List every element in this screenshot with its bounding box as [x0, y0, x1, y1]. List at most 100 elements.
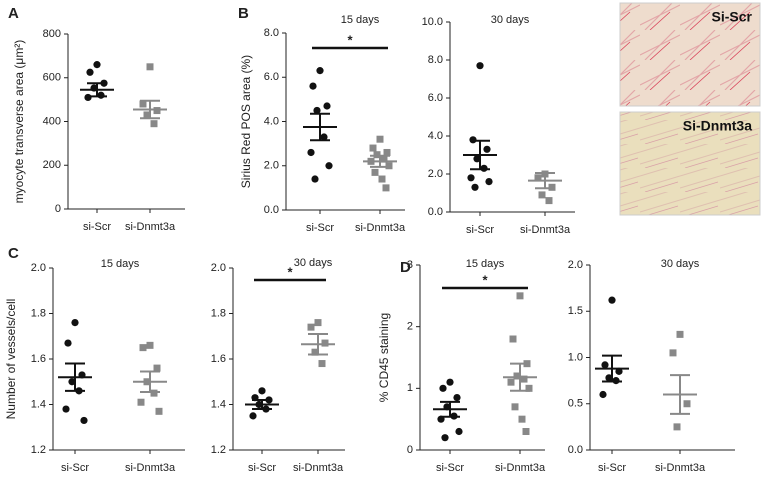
- data-point: [525, 384, 533, 392]
- data-point: [485, 178, 493, 186]
- data-point: [153, 107, 161, 115]
- x-tick-label: si-Dnmt3a: [520, 224, 571, 236]
- y-tick-label: 1.0: [568, 351, 583, 363]
- data-point: [683, 400, 691, 408]
- y-axis-label: myocyte transverse area (μm²): [12, 40, 26, 204]
- x-tick-label: si-Scr: [598, 462, 626, 474]
- error-bar: [370, 154, 390, 168]
- x-tick-label: si-Dnmt3a: [655, 462, 706, 474]
- x-tick-label: si-Dnmt3a: [125, 462, 176, 474]
- chart: 1.2 1.4 1.6 1.8 2.0 C 15 days Number of vessels…: [4, 245, 185, 474]
- data-point: [483, 145, 491, 153]
- x-tick-label: si-Dnmt3a: [355, 222, 406, 234]
- data-point: [516, 292, 524, 300]
- y-tick-label: 8.0: [428, 54, 443, 66]
- y-tick-label: 600: [43, 72, 61, 84]
- data-point: [86, 68, 94, 76]
- data-point: [155, 407, 163, 415]
- chart-title: 15 days: [101, 258, 140, 270]
- y-tick-label: 1.8: [211, 307, 226, 319]
- y-tick-label: 1.4: [31, 398, 46, 410]
- chart: 0 1 2 3D 15 days % CD45 staining si-Scr si-Dnmt…: [377, 258, 546, 474]
- data-point: [467, 174, 475, 182]
- data-point: [605, 374, 613, 382]
- data-point: [522, 428, 530, 435]
- y-tick-label: 1.6: [31, 353, 46, 365]
- data-point: [513, 372, 521, 380]
- data-point: [318, 360, 326, 368]
- data-point: [455, 427, 463, 436]
- y-tick-label: 1.2: [31, 444, 46, 456]
- y-tick-label: 6.0: [428, 92, 443, 104]
- chart-title: 30 days: [294, 257, 333, 269]
- y-tick-label: 4.0: [428, 130, 443, 142]
- y-tick-label: 1.8: [31, 307, 46, 319]
- y-tick-label: 0.0: [264, 204, 279, 216]
- y-tick-label: 0.0: [428, 206, 443, 218]
- data-point: [320, 133, 328, 141]
- data-point: [143, 111, 151, 119]
- y-axis-label: Number of vessels/cell: [4, 299, 18, 420]
- x-tick-label: si-Scr: [83, 221, 111, 233]
- x-tick-label: si-Scr: [466, 224, 494, 236]
- y-tick-label: 2.0: [211, 262, 226, 274]
- y-tick-label: 1.6: [211, 353, 226, 365]
- y-tick-label: 1.4: [211, 398, 226, 410]
- y-tick-label: 4.0: [264, 115, 279, 127]
- data-point: [476, 62, 484, 70]
- error-bar: [440, 400, 460, 418]
- data-point: [146, 341, 154, 349]
- data-point: [64, 339, 72, 347]
- error-bar: [510, 362, 530, 392]
- data-point: [669, 349, 677, 357]
- data-point: [316, 67, 324, 75]
- error-bar: [535, 172, 555, 190]
- data-point: [313, 106, 321, 115]
- micrograph-label: Si-Dnmt3a: [683, 118, 752, 134]
- data-point: [545, 197, 553, 205]
- data-point: [378, 175, 386, 183]
- data-point: [369, 144, 377, 152]
- error-bar: [602, 354, 622, 383]
- data-point: [84, 93, 92, 102]
- x-tick-label: si-Scr: [436, 462, 464, 474]
- y-tick-label: 0: [55, 203, 61, 215]
- y-tick-label: 2.0: [264, 160, 279, 172]
- data-point: [314, 319, 322, 327]
- data-point: [150, 120, 158, 128]
- significance-label: *: [482, 272, 488, 287]
- error-bar: [65, 362, 85, 392]
- data-point: [385, 162, 393, 170]
- x-tick-label: si-Dnmt3a: [495, 462, 546, 474]
- data-point: [538, 191, 546, 199]
- data-point: [311, 348, 319, 356]
- y-axis-label: % CD45 staining: [377, 313, 391, 402]
- data-point: [382, 184, 390, 192]
- data-point: [507, 378, 515, 386]
- data-point: [307, 323, 315, 331]
- data-point: [137, 398, 145, 406]
- error-bar: [87, 82, 107, 98]
- data-point: [676, 330, 684, 338]
- data-point: [139, 100, 147, 108]
- data-point: [673, 423, 681, 431]
- significance-label: *: [287, 264, 293, 279]
- y-tick-label: 3: [407, 259, 413, 271]
- data-point: [534, 174, 542, 182]
- error-bar: [140, 99, 160, 120]
- micrograph: Si-Scr: [619, 2, 761, 107]
- y-tick-label: 10.0: [422, 16, 443, 28]
- data-point: [97, 91, 105, 99]
- panel-label: A: [8, 5, 19, 22]
- error-bar: [670, 374, 690, 415]
- micrograph-image: [619, 111, 761, 216]
- y-tick-label: 200: [43, 159, 61, 171]
- data-point: [93, 61, 101, 69]
- panel-label: D: [400, 259, 411, 276]
- y-tick-label: 8.0: [264, 27, 279, 39]
- error-bar: [310, 112, 330, 142]
- data-point: [518, 415, 526, 423]
- chart-title: 30 days: [491, 14, 530, 26]
